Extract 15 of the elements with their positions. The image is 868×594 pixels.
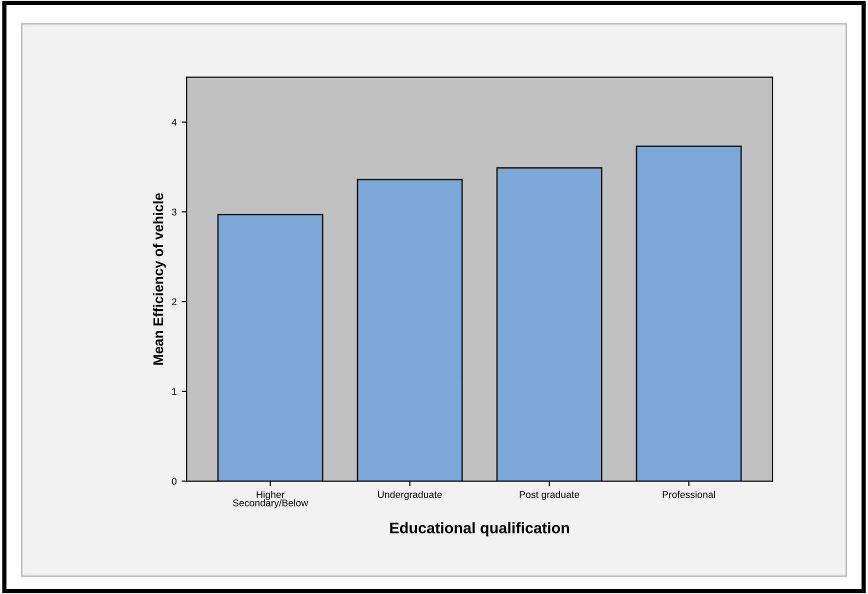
bar (496, 167, 602, 482)
bar (356, 178, 463, 482)
y-axis-title: Mean Efficiency of vehicle (152, 193, 166, 365)
x-tick-label: Post graduate (520, 490, 580, 500)
x-tick-label: Professional (662, 490, 715, 498)
x-tick-label: Undergraduate (378, 490, 442, 500)
y-tick-label: 0 (172, 478, 177, 485)
bar (217, 214, 324, 482)
y-tick-label: 3 (172, 208, 176, 216)
y-tick-label: 2 (172, 298, 176, 306)
x-tick-label: Higher Secondary/Below (232, 490, 308, 508)
y-tick-label: 4 (172, 118, 177, 126)
bar (636, 146, 742, 482)
y-tick-label: 1 (172, 388, 176, 395)
x-axis-title: Educational qualification (390, 522, 570, 536)
